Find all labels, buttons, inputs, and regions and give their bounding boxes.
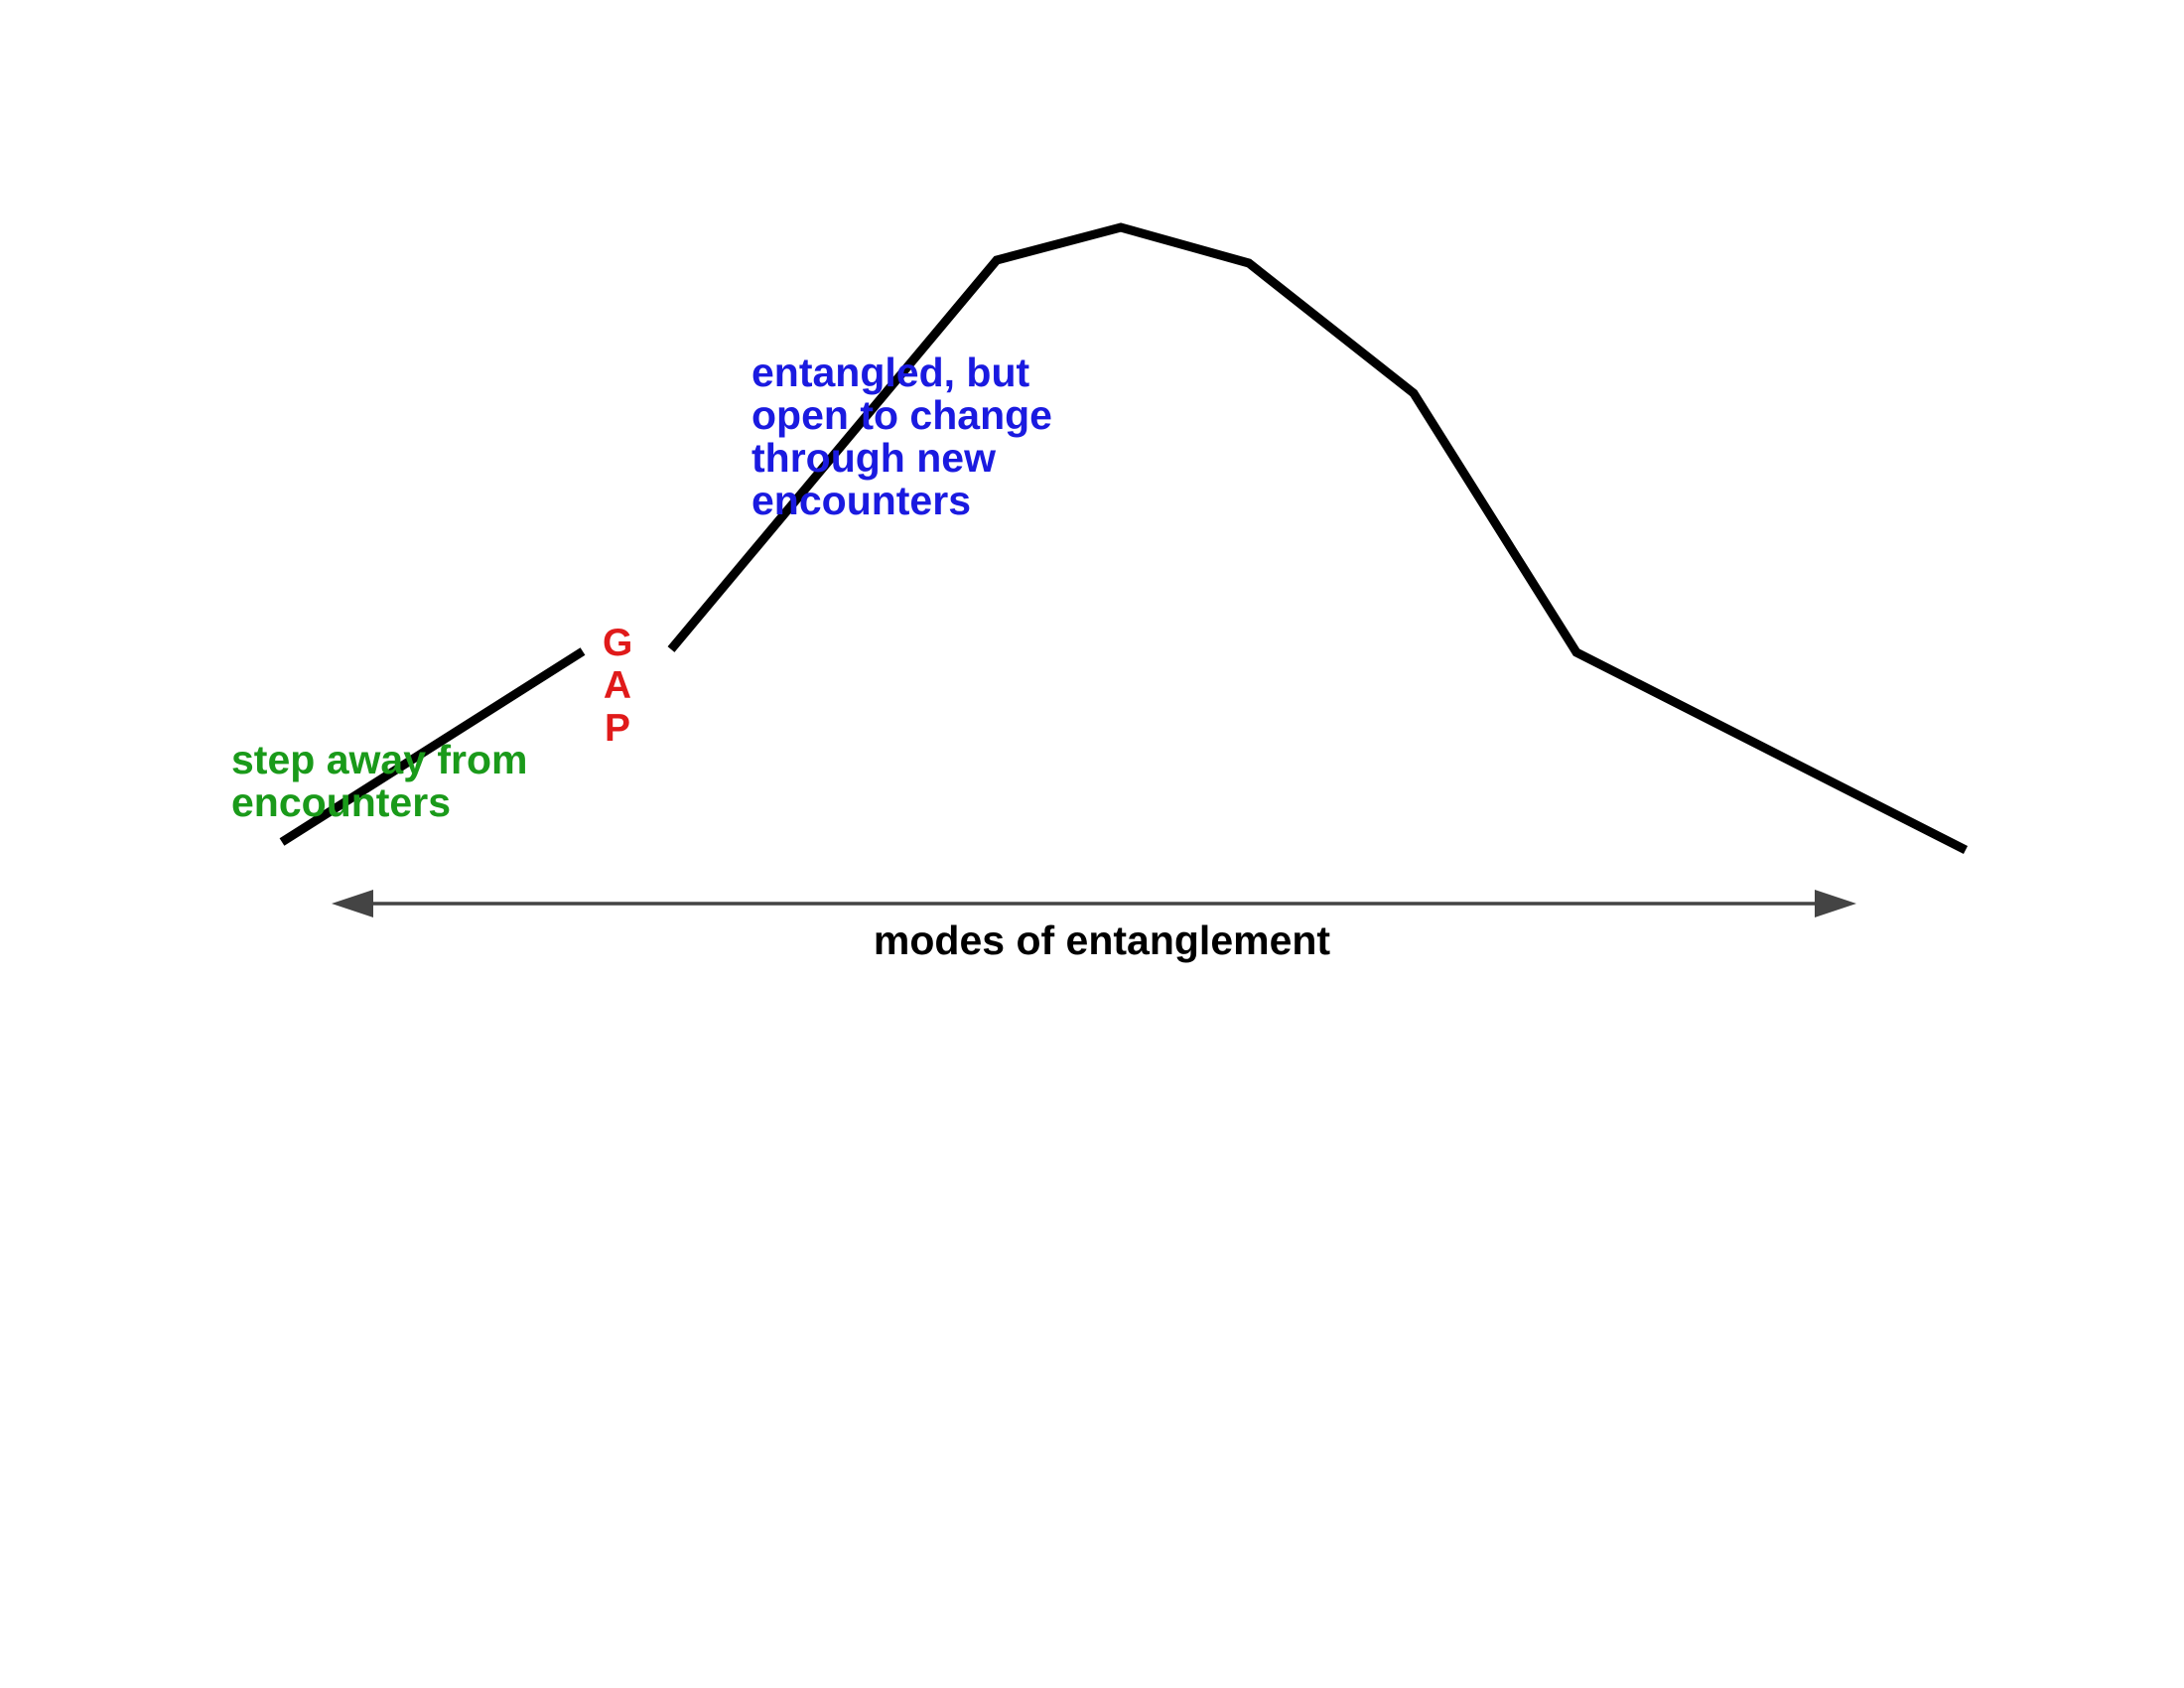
gap-letter-p: P [604, 707, 630, 750]
gap-letter-a: A [603, 664, 632, 707]
entangled-label: entangled, but open to change through ne… [751, 350, 1052, 523]
gap-label: G A P [603, 622, 632, 750]
curve-main-segment [667, 222, 1969, 855]
curve-left-segment [279, 647, 586, 846]
axis-arrow-left-icon [332, 890, 373, 917]
axis-label: modes of entanglement [873, 917, 1331, 963]
axis-arrow-right-icon [1815, 890, 1856, 917]
gap-letter-g: G [603, 622, 633, 664]
step-away-label: step away from encounters [231, 737, 528, 825]
